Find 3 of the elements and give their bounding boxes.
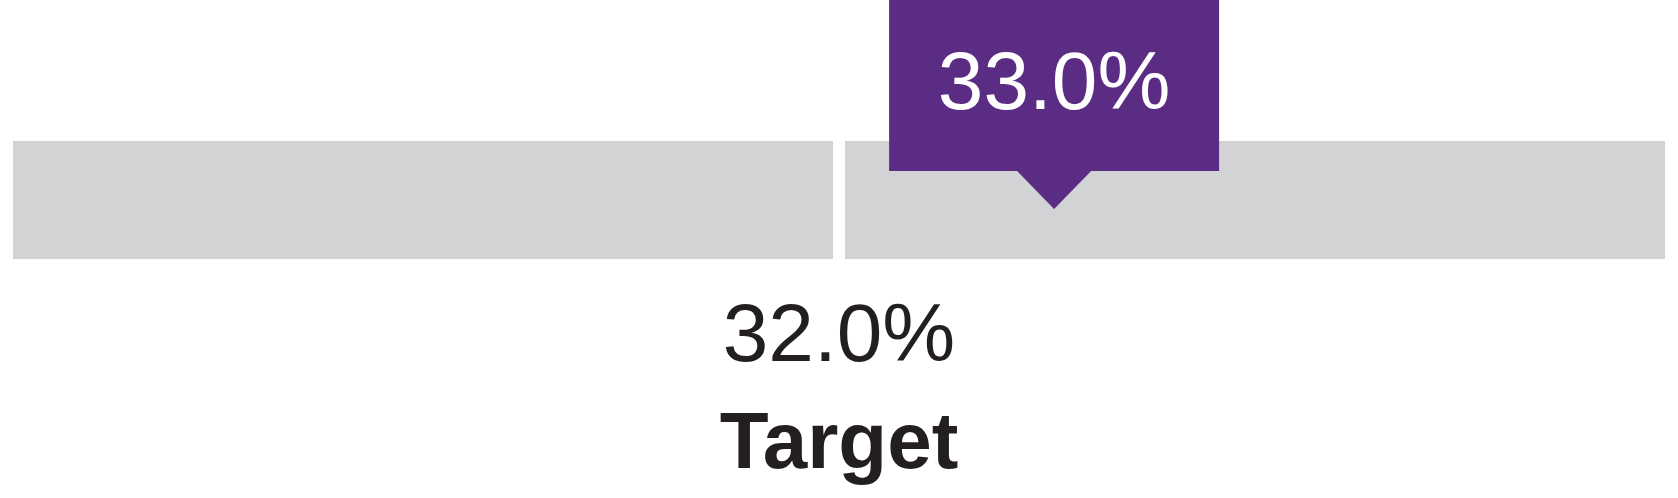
data-label: 33.0% xyxy=(937,34,1171,126)
category-label: Target xyxy=(719,396,959,486)
data-label: 32.0% xyxy=(722,286,956,378)
